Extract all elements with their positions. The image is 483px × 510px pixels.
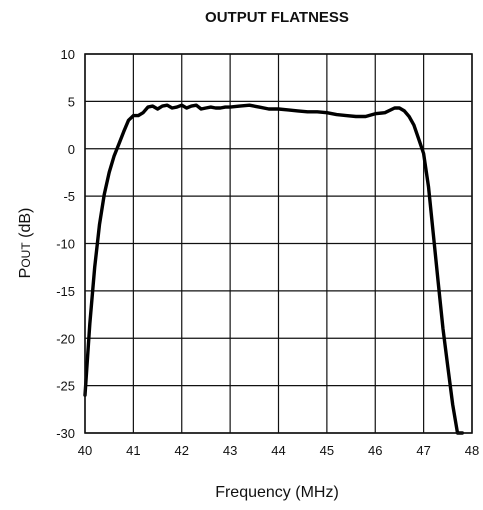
- x-tick-label: 41: [126, 443, 140, 458]
- y-axis-label-unit: (dB): [17, 208, 34, 243]
- y-axis-label-main: P: [17, 268, 34, 279]
- x-tick-label: 46: [368, 443, 382, 458]
- y-tick-label: -25: [56, 379, 75, 394]
- y-tick-label: 5: [68, 94, 75, 109]
- y-tick-label: 0: [68, 142, 75, 157]
- y-tick-label: -30: [56, 426, 75, 441]
- chart-title: OUTPUT FLATNESS: [205, 9, 349, 26]
- x-tick-label: 44: [271, 443, 285, 458]
- y-tick-label: 10: [61, 47, 75, 62]
- y-axis-label: POUT (dB): [17, 208, 34, 279]
- y-axis-label-sub: OUT: [19, 242, 33, 268]
- y-tick-label: -15: [56, 284, 75, 299]
- plot-frame: [84, 53, 473, 434]
- x-tick-label: 45: [320, 443, 334, 458]
- x-tick-label: 48: [465, 443, 479, 458]
- y-tick-labels: 10 5 0 -5 -10 -15 -20 -25 -30: [56, 47, 75, 441]
- x-tick-label: 43: [223, 443, 237, 458]
- output-flatness-curve: [83, 103, 464, 435]
- x-tick-label: 40: [78, 443, 92, 458]
- x-tick-labels: 40 41 42 43 44 45 46 47 48: [78, 443, 479, 458]
- y-tick-label: -5: [63, 189, 75, 204]
- x-tick-label: 42: [175, 443, 189, 458]
- y-tick-label: -10: [56, 237, 75, 252]
- y-tick-label: -20: [56, 331, 75, 346]
- x-axis-label: Frequency (MHz): [215, 484, 339, 501]
- x-tick-label: 47: [416, 443, 430, 458]
